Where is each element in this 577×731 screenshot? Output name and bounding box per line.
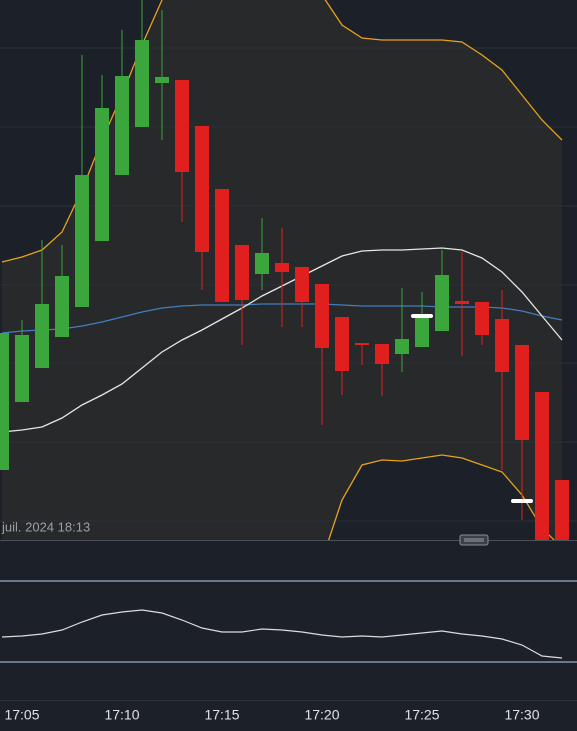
indicator-line: [1, 609, 563, 659]
candle-body: [195, 126, 209, 252]
candle-body: [535, 392, 549, 540]
candle-body: [395, 339, 409, 354]
candle-body: [55, 276, 69, 337]
candle-body: [35, 304, 49, 368]
date-label: juil. 2024 18:13: [1, 519, 90, 534]
candle-body: [455, 301, 469, 304]
candle-body: [495, 319, 509, 372]
candle-body: [135, 40, 149, 127]
candle-body: [375, 344, 389, 364]
pane-handle[interactable]: [459, 534, 489, 546]
x-tick-label: 17:05: [4, 707, 39, 723]
candle-body: [75, 175, 89, 307]
candle-body: [415, 318, 429, 347]
candle-body: [235, 245, 249, 300]
candle-body: [515, 345, 529, 440]
candle-body: [315, 284, 329, 348]
candle-body: [555, 480, 569, 540]
x-tick-label: 17:20: [304, 707, 339, 723]
x-tick-label: 17:30: [504, 707, 539, 723]
time-axis: 17:05 17:10 17:15 17:20 17:25 17:30: [4, 707, 539, 723]
candle-body: [335, 317, 349, 371]
candle-body: [95, 108, 109, 241]
x-tick-label: 17:10: [104, 707, 139, 723]
candle-body: [475, 302, 489, 335]
indicator-pane: [0, 580, 577, 663]
candle-body: [295, 267, 309, 302]
candle-body: [355, 343, 369, 345]
candle-body: [15, 335, 29, 402]
candle-body: [0, 333, 9, 470]
price-pane: [0, 0, 577, 540]
candle-body: [115, 76, 129, 175]
candle-body: [215, 189, 229, 302]
candle-body: [175, 80, 189, 172]
candle-body: [275, 263, 289, 272]
candle-body: [155, 77, 169, 83]
candle-body: [435, 275, 449, 331]
x-tick-label: 17:25: [404, 707, 439, 723]
x-tick-label: 17:15: [204, 707, 239, 723]
candle-body: [255, 253, 269, 274]
